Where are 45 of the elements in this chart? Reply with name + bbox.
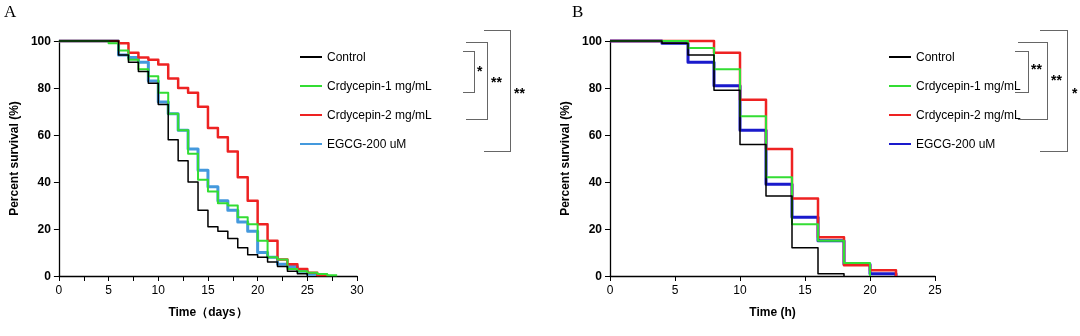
y-tick-label: 0 [44, 269, 52, 283]
legend-label: Crdycepin-1 mg/mL [916, 79, 1022, 93]
x-tick-label: 20 [250, 283, 265, 297]
legend-label: Crdycepin-2 mg/mL [916, 108, 1022, 122]
y-tick-label: 80 [588, 81, 603, 95]
legend-label: Crdycepin-1 mg/mL [327, 79, 433, 93]
y-tick-label: 60 [37, 128, 52, 142]
chart-title: A [4, 2, 17, 22]
legend-label: Crdycepin-2 mg/mL [327, 108, 433, 122]
legend-label: EGCG-200 uM [327, 137, 407, 151]
y-tick-label: 100 [30, 34, 52, 48]
x-tick-label: 5 [105, 283, 113, 297]
y-axis-title: Percent survival (%) [558, 101, 573, 216]
x-tick-label: 0 [55, 283, 63, 297]
y-tick-label: 0 [595, 269, 603, 283]
y-tick-label: 40 [588, 175, 603, 189]
y-tick-label: 100 [581, 34, 603, 48]
text: * [477, 63, 483, 79]
y-tick-label: 40 [37, 175, 52, 189]
text: ** [1051, 72, 1062, 88]
x-axis-title: Time (h) [749, 305, 796, 319]
x-tick-label: 25 [928, 283, 942, 297]
chart-title: B [572, 2, 584, 22]
text: * [1072, 85, 1078, 101]
legend-label: Control [916, 50, 955, 64]
y-tick-label: 20 [588, 222, 603, 236]
y-tick-label: 60 [588, 128, 603, 142]
legend-label: EGCG-200 uM [916, 137, 996, 151]
x-tick-label: 5 [671, 283, 679, 297]
y-tick-label: 80 [37, 81, 52, 95]
x-tick-label: 30 [350, 283, 364, 297]
y-axis-title: Percent survival (%) [7, 101, 21, 216]
x-tick-label: 15 [201, 283, 215, 297]
x-tick-label: 15 [798, 283, 812, 297]
text: ** [1031, 61, 1042, 77]
x-tick-label: 25 [300, 283, 315, 297]
text: ** [491, 74, 502, 90]
y-tick-label: 20 [37, 222, 52, 236]
text: ** [514, 85, 525, 101]
x-tick-label: 20 [863, 283, 877, 297]
legend-label: Control [327, 50, 366, 64]
x-tick-label: 10 [151, 283, 166, 297]
x-axis-title: Time（days） [168, 305, 248, 319]
x-tick-label: 0 [606, 283, 614, 297]
x-tick-label: 10 [733, 283, 747, 297]
